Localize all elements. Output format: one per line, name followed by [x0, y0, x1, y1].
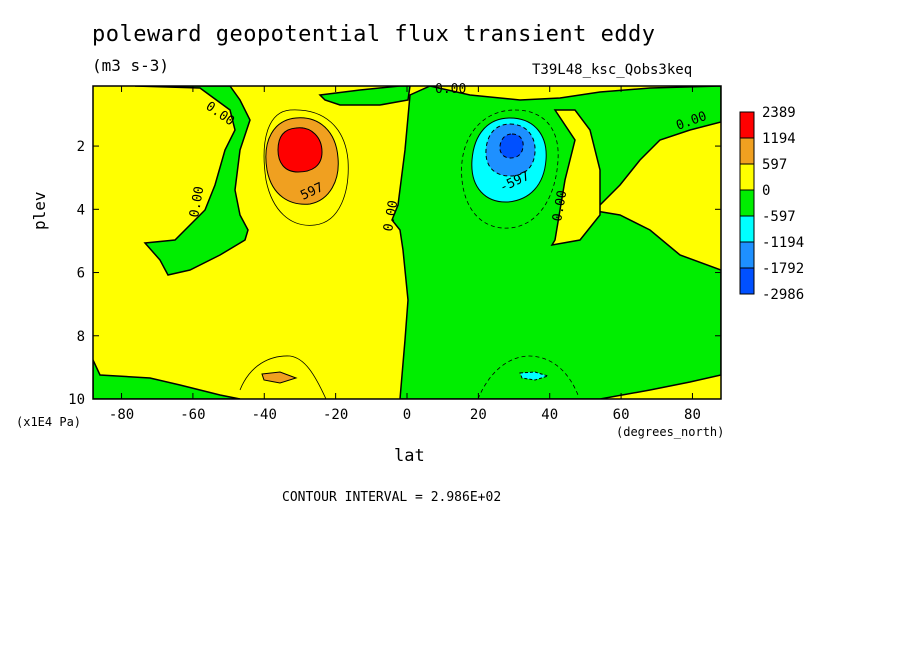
colorbar: 2389 1194 597 0 -597 -1194 -1792 -2986 [739, 105, 804, 303]
negative-upper-band [318, 86, 411, 106]
contour-line-positive-upper [263, 109, 349, 226]
run-label: T39L48_ksc_Qobs3keq [532, 62, 693, 78]
colorbar-swatch [739, 137, 755, 165]
contour-label: 0.00 [550, 189, 570, 222]
plot-fill [93, 86, 721, 399]
contour-line-negative-upper [461, 109, 559, 229]
y-tick-label: 8 [77, 329, 85, 345]
colorbar-label: -597 [762, 209, 796, 225]
contour-interval: CONTOUR INTERVAL = 2.986E+02 [282, 490, 502, 505]
x-axis-units: (degrees_north) [616, 425, 725, 439]
y-tick-label: 4 [77, 202, 85, 218]
x-tick-label: 20 [470, 407, 487, 423]
contour-labels: 0.00 0.00 0.00 0.00 0.00 0.00 597 -597 [187, 82, 709, 233]
colorbar-label: 1194 [762, 131, 796, 147]
positive-max-core [277, 127, 323, 173]
positive-patch-upper-mid [550, 109, 601, 247]
x-tick-label: -40 [252, 407, 277, 423]
x-axis-label: lat [394, 446, 425, 466]
colorbar-label: -1194 [762, 235, 804, 251]
colorbar-label: -2986 [762, 287, 804, 303]
colorbar-swatch [739, 189, 755, 217]
chart-units: (m3 s-3) [92, 56, 170, 75]
colorbar-label: 2389 [762, 105, 796, 121]
colorbar-swatch [739, 241, 755, 269]
positive-surface-patch [261, 371, 298, 384]
colorbar-swatch [739, 267, 755, 295]
y-tick-label: 6 [77, 266, 85, 282]
contour-line-negative-surface [477, 355, 579, 399]
x-tick-label: -80 [109, 407, 134, 423]
contour-label: 0.00 [187, 185, 207, 218]
colorbar-label: 0 [762, 183, 770, 199]
y-axis-units: (x1E4 Pa) [16, 415, 82, 429]
chart-title: poleward geopotential flux transient edd… [92, 22, 656, 47]
negative-surface-patch [519, 371, 550, 381]
colorbar-label: -1792 [762, 261, 804, 277]
x-tick-label: 0 [403, 407, 411, 423]
contour-label: 0.00 [435, 82, 466, 97]
colorbar-swatch [739, 111, 755, 139]
negative-min-core [499, 133, 524, 159]
y-tick-label: 10 [68, 392, 85, 408]
colorbar-swatch [739, 215, 755, 243]
colorbar-label: 597 [762, 157, 787, 173]
x-tick-label: 80 [684, 407, 701, 423]
y-axis-ticks: 2 4 6 8 10 [68, 139, 721, 408]
negative-region-southern [134, 86, 251, 276]
x-tick-label: 40 [541, 407, 558, 423]
contour-line-positive-surface [239, 355, 327, 399]
y-tick-label: 2 [77, 139, 85, 155]
x-axis-ticks: -80 -60 -40 -20 0 20 40 60 80 [109, 86, 701, 423]
negative-region-surface-south [93, 359, 241, 399]
contour-label: 0.00 [381, 199, 401, 232]
colorbar-swatch [739, 163, 755, 191]
x-tick-label: -60 [180, 407, 205, 423]
x-tick-label: -20 [323, 407, 348, 423]
x-tick-label: 60 [613, 407, 630, 423]
